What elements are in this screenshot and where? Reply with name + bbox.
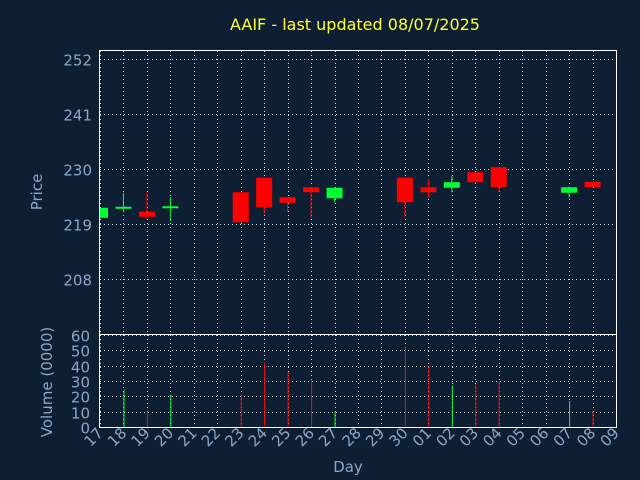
candle-body: [162, 206, 179, 209]
candle-body: [584, 181, 601, 188]
volume-tick-label: 20: [71, 389, 90, 407]
x-axis: 1718192021222324252627282930010203040506…: [81, 424, 623, 450]
candle-body: [420, 187, 437, 193]
volume-axis-label: Volume (0000): [38, 327, 56, 437]
chart-title: AAIF - last updated 08/07/2025: [230, 15, 480, 34]
volume-tick-label: 0: [80, 420, 90, 438]
price-tick-label: 241: [63, 107, 92, 125]
volume-tick-label: 50: [71, 343, 90, 361]
volume-panel-frame: [99, 334, 617, 428]
candle-body: [467, 172, 484, 183]
price-axis: 208 219 230 241 252: [63, 52, 92, 290]
volume-tick-label: 40: [71, 359, 90, 377]
volume-tick-label: 10: [71, 405, 90, 423]
x-axis-label: Day: [333, 458, 363, 476]
candle-body: [279, 197, 296, 203]
price-tick-label: 252: [63, 52, 92, 70]
candle-body: [115, 206, 132, 209]
candle-body: [443, 182, 460, 188]
price-tick-label: 219: [63, 217, 92, 235]
price-tick-label: 208: [63, 272, 92, 290]
candle-body: [100, 207, 108, 218]
volume-tick-label: 60: [71, 328, 90, 346]
candle-body: [326, 187, 343, 199]
candle-body: [303, 187, 320, 193]
price-tick-label: 230: [63, 162, 92, 180]
price-axis-label: Price: [28, 174, 46, 211]
candle-body: [490, 167, 507, 188]
volume-bars: [123, 347, 594, 427]
volume-tick-label: 30: [71, 374, 90, 392]
candle-body: [138, 211, 155, 217]
candle-body: [256, 177, 273, 208]
candle-body: [232, 192, 249, 223]
candle-body: [561, 187, 578, 193]
candle-body: [396, 177, 413, 203]
